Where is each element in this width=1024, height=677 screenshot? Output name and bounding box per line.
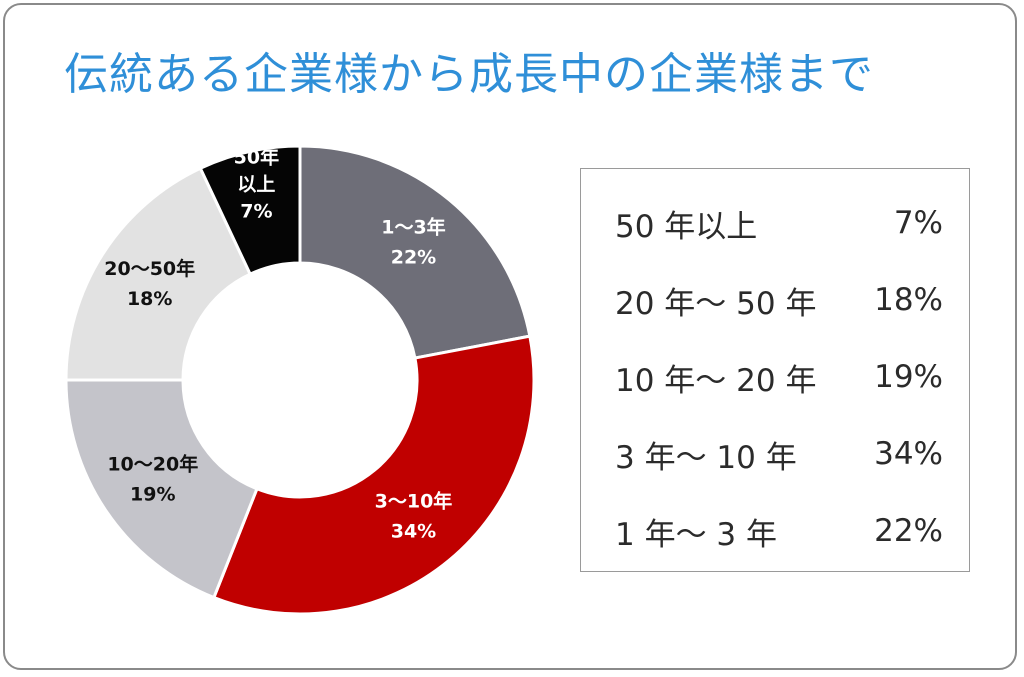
slice-y20to50 [64, 166, 253, 382]
slice-y10to20 [64, 378, 259, 600]
slice-label-y3to10-0: 3〜10年 [375, 490, 453, 513]
slice-label-y50plus-1: 以上 [237, 173, 275, 195]
legend-value: 19% [874, 359, 943, 395]
slice-label-y20to50-0: 20〜50年 [104, 257, 195, 280]
legend-value: 34% [874, 436, 943, 472]
slice-y1to3 [298, 144, 532, 360]
donut-slices [64, 144, 536, 616]
slice-y50plus [198, 144, 302, 277]
legend-label: 20 年〜 50 年 [615, 285, 817, 322]
slice-label-y10to20-1: 19% [130, 484, 175, 506]
chart-title: 伝統ある企業様から成長中の企業様まで [64, 49, 874, 100]
legend-row-10to20: 10 年〜 20 年 19% [615, 355, 943, 399]
legend-value: 22% [874, 513, 943, 549]
slice-label-y10to20-0: 10〜20年 [107, 453, 198, 476]
legend-row-20to50: 20 年〜 50 年 18% [615, 278, 943, 322]
slice-y3to10 [211, 334, 536, 616]
legend-value: 7% [893, 205, 943, 241]
slice-label-y1to3-0: 1〜3年 [381, 215, 445, 238]
slice-label-y50plus-0: 50年 [234, 145, 279, 168]
legend-row-3to10: 3 年〜 10 年 34% [615, 432, 943, 476]
slice-label-y50plus-2: 7% [240, 200, 272, 222]
legend-label: 50 年以上 [615, 208, 758, 245]
legend-label: 3 年〜 10 年 [615, 439, 797, 476]
legend-label: 1 年〜 3 年 [615, 516, 778, 553]
legend-row-50plus: 50 年以上 7% [615, 201, 943, 245]
slice-label-y1to3-1: 22% [391, 246, 436, 268]
legend-value: 18% [874, 282, 943, 318]
slice-label-y3to10-1: 34% [391, 521, 436, 543]
slice-label-y20to50-1: 18% [127, 288, 172, 310]
legend-label: 10 年〜 20 年 [615, 362, 817, 399]
legend-table: 50 年以上 7% 20 年〜 50 年 18% 10 年〜 20 年 19% … [580, 168, 970, 572]
legend-row-1to3: 1 年〜 3 年 22% [615, 509, 943, 553]
